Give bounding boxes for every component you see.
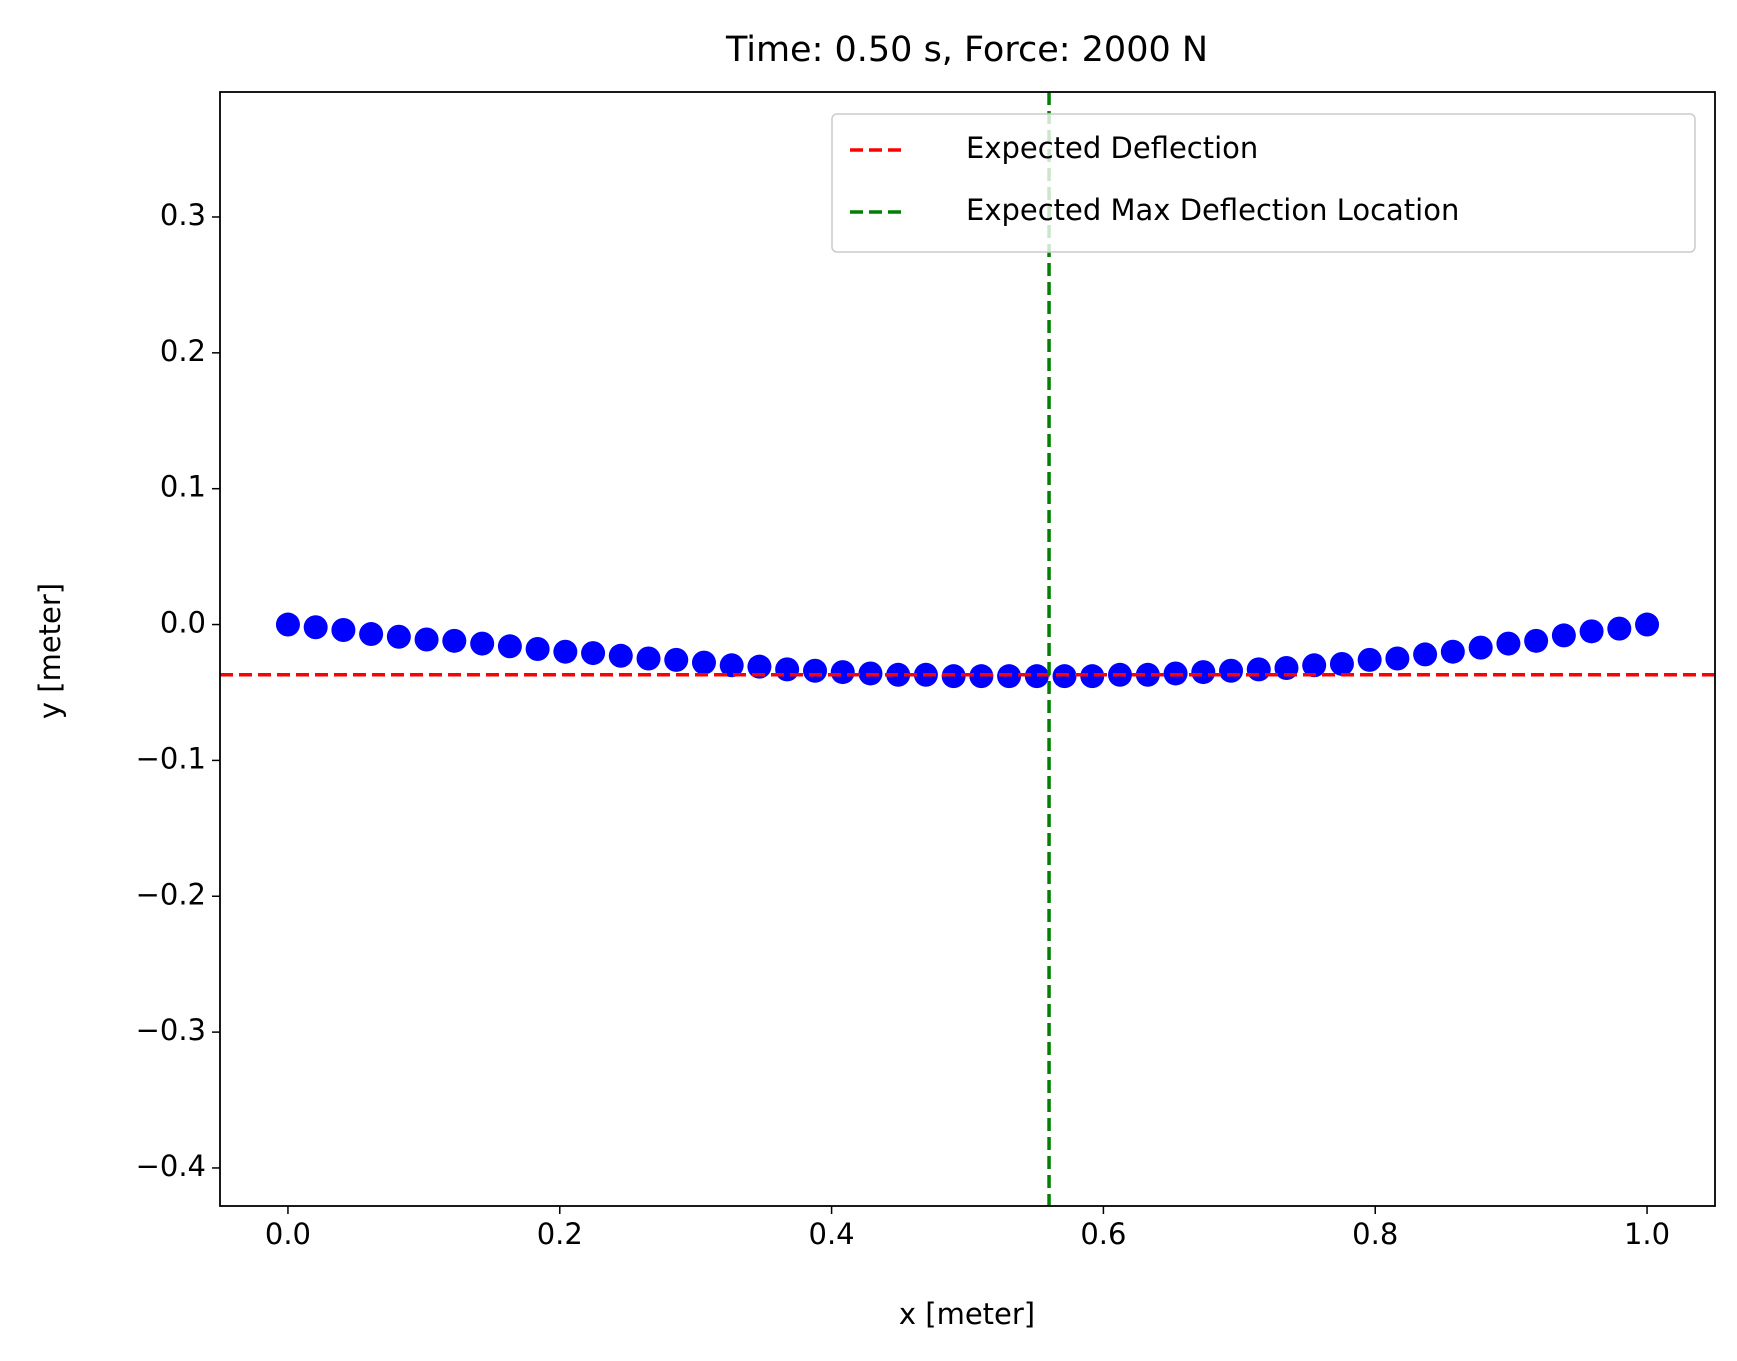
point <box>1385 646 1410 671</box>
point <box>1524 628 1549 653</box>
y-tick-label: 0.1 <box>160 470 206 504</box>
point <box>303 615 328 640</box>
point <box>691 650 716 675</box>
point <box>1302 653 1327 678</box>
point <box>1246 657 1271 682</box>
point <box>747 654 772 679</box>
legend-label: Expected Max Deflection Location <box>966 193 1459 227</box>
point <box>553 639 578 664</box>
x-tick-label: 0.6 <box>1080 1217 1126 1251</box>
point <box>775 657 800 682</box>
plot-frame <box>219 91 1716 1207</box>
point <box>1024 664 1049 689</box>
point <box>719 653 744 678</box>
y-axis-label: y [meter] <box>33 583 67 719</box>
point <box>1440 639 1465 664</box>
chart-title: Time: 0.50 s, Force: 2000 N <box>725 30 1208 70</box>
legend-box <box>831 113 1696 253</box>
legend: Expected Deflection Expected Max Deflecti… <box>831 113 1696 253</box>
point <box>608 643 633 668</box>
point <box>803 658 828 683</box>
point <box>1080 664 1105 689</box>
x-tick-label: 0.2 <box>537 1217 583 1251</box>
legend-label: Expected Deflection <box>966 131 1258 165</box>
point <box>1191 660 1216 685</box>
point <box>386 624 411 649</box>
point <box>581 641 606 666</box>
point <box>1413 642 1438 667</box>
point <box>442 628 467 653</box>
point <box>636 646 661 671</box>
point <box>1635 612 1660 637</box>
y-tick-label: −0.1 <box>136 741 206 775</box>
point <box>525 637 550 661</box>
y-tick-label: 0.2 <box>160 334 206 368</box>
x-tick-label: 0.8 <box>1352 1217 1398 1251</box>
point <box>1551 623 1576 648</box>
point <box>275 612 300 637</box>
y-tick-label: 0.0 <box>160 606 206 640</box>
point <box>830 660 855 685</box>
point <box>470 631 495 656</box>
point <box>1579 619 1604 644</box>
y-tick-label: −0.4 <box>136 1149 206 1183</box>
y-tick-label: −0.3 <box>136 1013 206 1047</box>
point <box>1357 647 1382 672</box>
point <box>359 622 384 647</box>
point <box>886 662 911 687</box>
y-tick-label: −0.2 <box>136 877 206 911</box>
point <box>331 617 356 642</box>
point <box>1607 616 1632 641</box>
point <box>1329 651 1354 676</box>
x-axis-label: x [meter] <box>899 1297 1035 1331</box>
x-tick-label: 1.0 <box>1624 1217 1670 1251</box>
point <box>1468 635 1493 660</box>
point <box>664 647 689 672</box>
point <box>497 634 522 659</box>
point <box>1496 631 1521 656</box>
point <box>414 627 439 652</box>
x-tick-label: 0.4 <box>809 1217 855 1251</box>
x-tick-label: 0.0 <box>265 1217 311 1251</box>
point <box>1135 662 1160 687</box>
y-tick-label: 0.3 <box>160 198 206 232</box>
point <box>1219 658 1244 683</box>
